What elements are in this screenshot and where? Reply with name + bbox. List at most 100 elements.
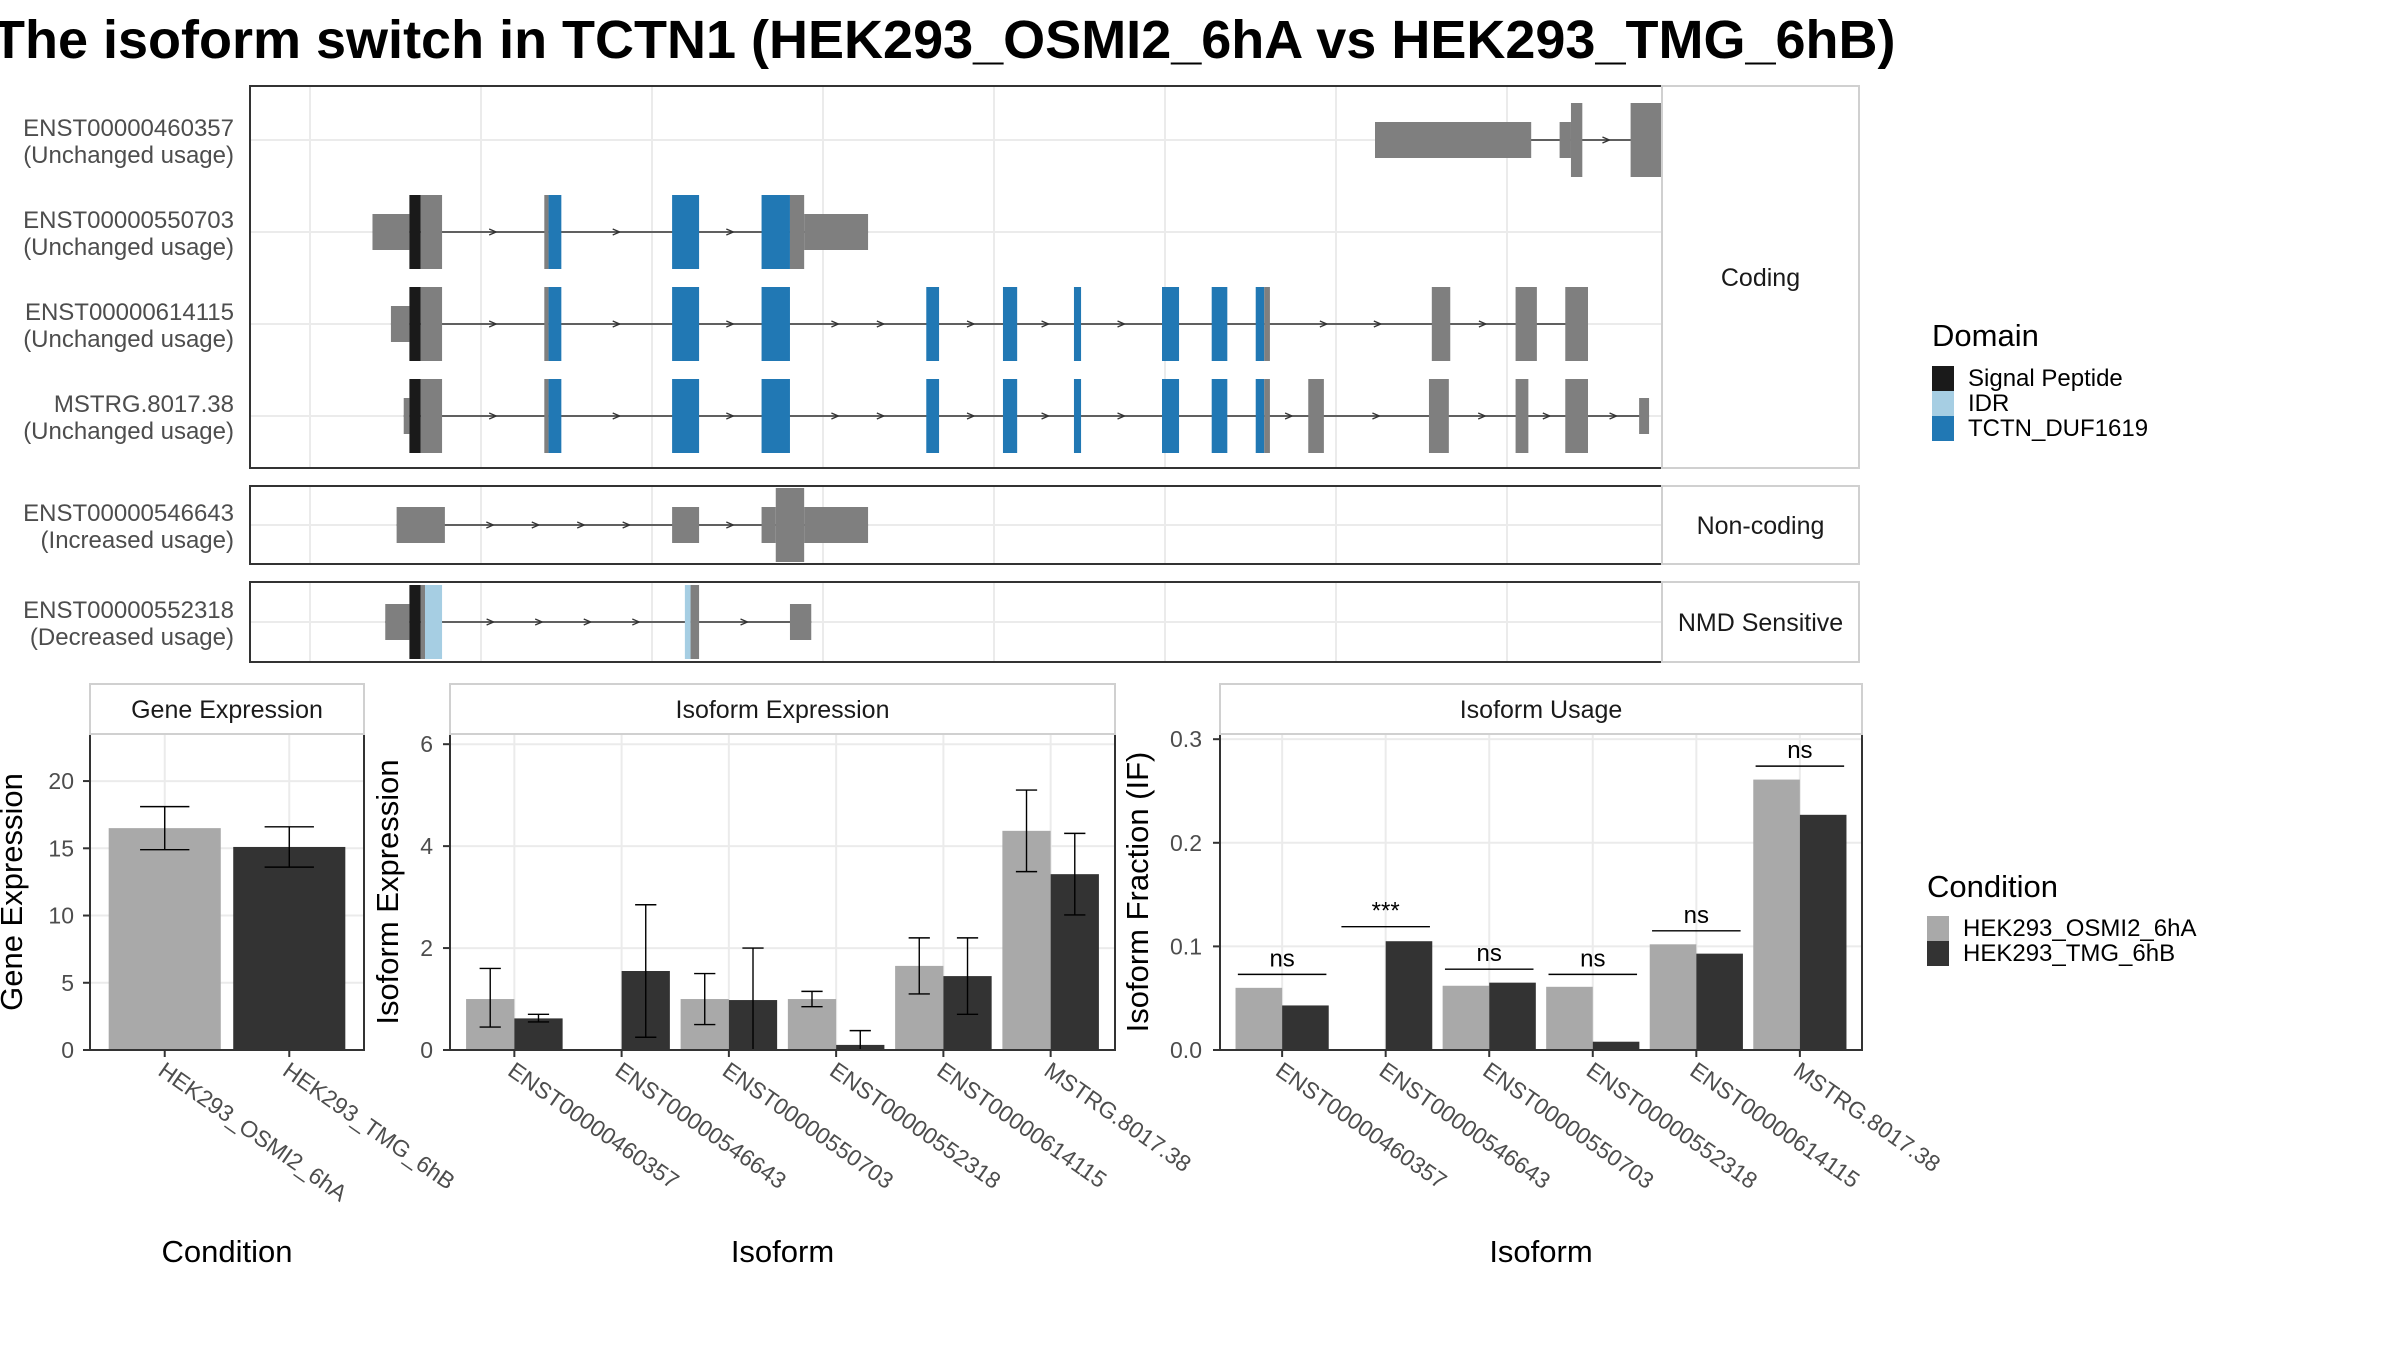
- facet-strip: [89, 683, 365, 735]
- structure-panel-1: ENST00000546643(Increased usage) Non-codi…: [23, 485, 1860, 565]
- intron-arrow: [1542, 412, 1552, 420]
- significance-label: ns: [1787, 737, 1812, 764]
- x-axis-title: Condition: [162, 1234, 293, 1269]
- legend-key-idr: [1932, 391, 1954, 416]
- transcript-id-label: ENST00000460357: [23, 115, 234, 142]
- intron-arrow: [1373, 320, 1383, 328]
- x-tick-label: ENST00000550703: [1478, 1057, 1658, 1194]
- domain-legend-title: Domain: [1932, 318, 2039, 353]
- exon-utr: [804, 507, 869, 543]
- y-axis-title: Gene Expression: [0, 773, 29, 1011]
- legend-key-condition_a: [1927, 916, 1949, 941]
- exon-utr: [1375, 122, 1532, 158]
- y-tick-label: 0.3: [1170, 726, 1202, 752]
- bar: [233, 846, 346, 1050]
- intron-arrow: [831, 412, 841, 420]
- bar: [1442, 985, 1490, 1050]
- bar: [108, 828, 221, 1050]
- x-tick-label: ENST00000552318: [825, 1057, 1005, 1194]
- y-tick-label: 5: [61, 970, 74, 996]
- exon-tctn_duf1619: [672, 379, 700, 453]
- significance-label: ns: [1580, 945, 1605, 972]
- exon-utr: [390, 306, 410, 342]
- exon-tctn_duf1619: [672, 287, 700, 361]
- exon-utr: [385, 604, 410, 640]
- transcript-id-label: ENST00000546643: [23, 500, 234, 527]
- intron-arrow: [531, 521, 541, 529]
- y-tick-label: 0.1: [1170, 933, 1202, 959]
- significance-label: ns: [1684, 902, 1709, 929]
- exon-utr: [544, 195, 549, 269]
- facet-strip-label: Coding: [1721, 264, 1800, 292]
- bar: [1489, 982, 1536, 1050]
- facet-strip-label: Isoform Usage: [1460, 696, 1623, 724]
- legend-label-condition_b: HEK293_TMG_6hB: [1963, 940, 2175, 967]
- y-tick-label: 2: [420, 935, 433, 961]
- exon-tctn_duf1619: [761, 195, 790, 269]
- condition-legend-title: Condition: [1927, 869, 2058, 904]
- x-tick-label: ENST00000550703: [718, 1057, 898, 1194]
- intron-arrow: [488, 320, 498, 328]
- x-tick-label: ENST00000552318: [1582, 1057, 1762, 1194]
- exon-utr: [1308, 379, 1324, 453]
- x-tick-label: ENST00000460357: [1271, 1057, 1451, 1194]
- y-tick-label: 0.0: [1170, 1037, 1202, 1063]
- exon-signal_peptide: [409, 195, 421, 269]
- transcript-id-label: ENST00000550703: [23, 207, 234, 234]
- transcript-structure-panel: ENST00000460357(Unchanged usage)ENST0000…: [23, 85, 1860, 663]
- exon-utr: [789, 604, 812, 640]
- intron-arrow: [1609, 412, 1619, 420]
- exon-tctn_duf1619: [761, 379, 790, 453]
- exon-idr: [425, 585, 443, 659]
- x-tick-label: ENST00000546643: [611, 1057, 791, 1194]
- facet-strip-label: Gene Expression: [131, 696, 323, 724]
- x-axis-title: Isoform: [1489, 1234, 1592, 1269]
- intron-arrow: [583, 618, 593, 626]
- intron-arrow: [576, 521, 586, 529]
- facet-strip-label: Isoform Expression: [676, 696, 890, 724]
- intron-arrow: [486, 618, 496, 626]
- y-axis-title: Isoform Expression: [370, 759, 405, 1024]
- exon-tctn_duf1619: [1211, 379, 1228, 453]
- exon-utr: [372, 214, 410, 250]
- exon-utr: [1428, 379, 1449, 453]
- exon-tctn_duf1619: [1002, 287, 1018, 361]
- exon-utr: [1630, 103, 1664, 177]
- exon-utr: [761, 507, 776, 543]
- transcript-ENST00000550703: ENST00000550703(Unchanged usage): [23, 195, 869, 269]
- transcript-usage-label: (Unchanged usage): [23, 234, 234, 261]
- y-tick-label: 0.2: [1170, 830, 1202, 856]
- intron-arrow: [1477, 412, 1487, 420]
- exon-tctn_duf1619: [1255, 379, 1265, 453]
- bar: [514, 1018, 563, 1050]
- exon-tctn_duf1619: [1002, 379, 1018, 453]
- intron-arrow: [632, 618, 641, 626]
- legend-key-tctn_duf1619: [1932, 416, 1954, 441]
- facet-strip: [1661, 85, 1860, 469]
- y-tick-label: 20: [48, 768, 74, 794]
- exon-tctn_duf1619: [1073, 379, 1082, 453]
- transcript-ENST00000546643: ENST00000546643(Increased usage): [23, 488, 869, 562]
- exon-utr: [420, 287, 443, 361]
- x-axis-title: Isoform: [731, 1234, 834, 1269]
- structure-panel-2: ENST00000552318(Decreased usage) NMD Sens…: [23, 581, 1860, 663]
- y-tick-label: 10: [48, 903, 74, 929]
- intron-arrow: [612, 320, 622, 328]
- exon-utr: [1515, 287, 1537, 361]
- intron-arrow: [966, 412, 976, 420]
- legend-label-condition_a: HEK293_OSMI2_6hA: [1963, 915, 2196, 942]
- intron-arrow: [740, 618, 750, 626]
- intron-arrow: [726, 412, 735, 420]
- bar: [1799, 814, 1847, 1050]
- y-tick-label: 0: [61, 1037, 74, 1063]
- exon-utr: [1515, 379, 1529, 453]
- facet-strip: [1661, 485, 1860, 565]
- legend-key-condition_b: [1927, 941, 1949, 966]
- intron-arrow: [726, 521, 735, 529]
- intron-arrow: [1041, 320, 1051, 328]
- intron-arrow: [488, 412, 498, 420]
- intron-arrow: [726, 320, 735, 328]
